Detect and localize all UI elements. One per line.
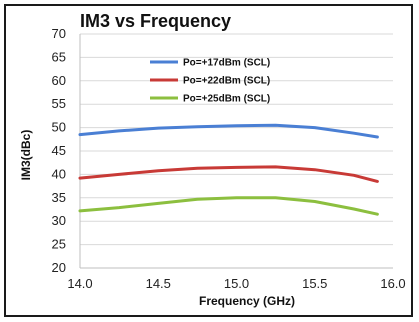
x-tick-label: 15.0 xyxy=(224,276,249,291)
y-tick-labels: 20 25 30 35 40 45 50 55 60 65 70 xyxy=(52,26,66,275)
y-tick-label: 40 xyxy=(52,166,66,181)
y-tick-label: 65 xyxy=(52,49,66,64)
series-lines xyxy=(78,123,379,216)
y-tick-label: 45 xyxy=(52,143,66,158)
y-tick-label: 30 xyxy=(52,213,66,228)
axes xyxy=(79,34,393,269)
legend-label-1: Po=+17dBm (SCL) xyxy=(183,58,270,69)
legend: Po=+17dBm (SCL) Po=+22dBm (SCL) Po=+25dBm … xyxy=(150,58,270,105)
legend-label-3: Po=+25dBm (SCL) xyxy=(183,94,270,105)
y-tick-label: 60 xyxy=(52,73,66,88)
y-tick-label: 55 xyxy=(52,96,66,111)
x-tick-label: 16.0 xyxy=(380,276,405,291)
series-line-3 xyxy=(78,196,379,216)
gridlines xyxy=(80,33,393,269)
y-tick-label: 50 xyxy=(52,120,66,135)
y-tick-label: 70 xyxy=(52,26,66,41)
chart-frame xyxy=(4,4,413,317)
series-line-2 xyxy=(78,165,379,183)
x-tick-label: 14.0 xyxy=(67,276,92,291)
x-tick-label: 15.5 xyxy=(302,276,327,291)
y-tick-label: 25 xyxy=(52,237,66,252)
y-axis-label: IM3(dBc) xyxy=(19,130,33,181)
series-line-1 xyxy=(78,123,379,139)
x-axis-label: Frequency (GHz) xyxy=(199,294,295,308)
y-tick-label: 20 xyxy=(52,260,66,275)
legend-label-2: Po=+22dBm (SCL) xyxy=(183,76,270,87)
y-tick-label: 35 xyxy=(52,190,66,205)
x-tick-label: 14.5 xyxy=(146,276,171,291)
x-tick-labels: 14.0 14.5 15.0 15.5 16.0 xyxy=(67,276,405,291)
chart-title: IM3 vs Frequency xyxy=(80,11,231,31)
